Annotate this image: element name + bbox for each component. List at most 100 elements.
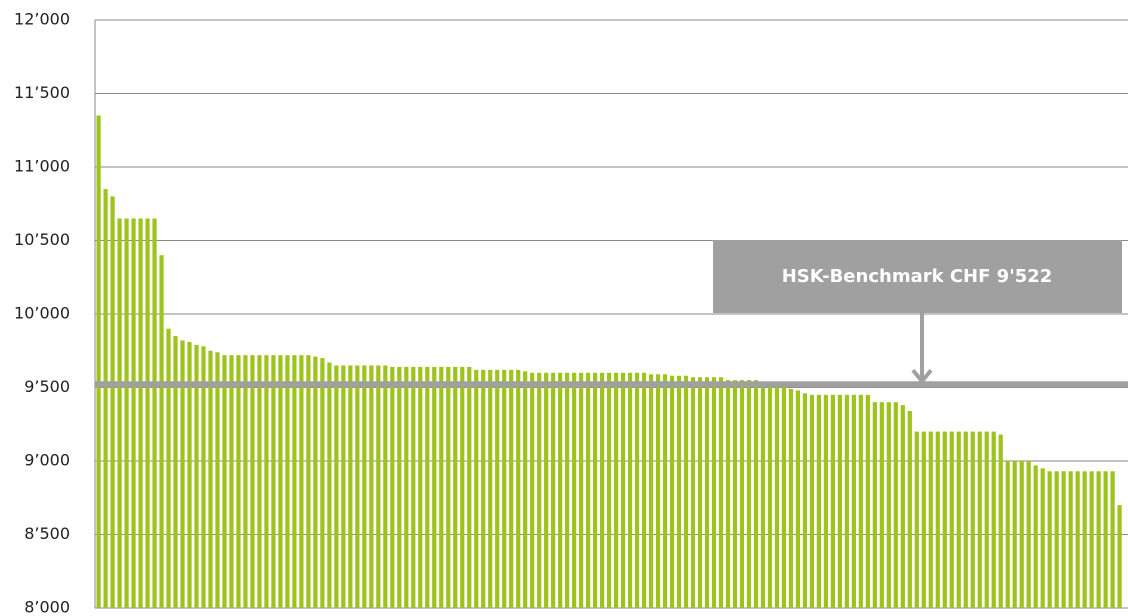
bar xyxy=(439,366,444,608)
bar xyxy=(1068,471,1073,608)
bar xyxy=(872,402,877,608)
bar xyxy=(977,431,982,608)
bar xyxy=(998,434,1003,608)
bar xyxy=(879,402,884,608)
bar xyxy=(383,365,388,608)
bar xyxy=(942,431,947,608)
bar xyxy=(453,366,458,608)
bar xyxy=(816,394,821,608)
bar xyxy=(732,380,738,608)
bar xyxy=(495,369,500,608)
bar xyxy=(963,431,968,608)
bar xyxy=(970,431,975,608)
bar xyxy=(900,405,905,608)
bar xyxy=(851,394,856,608)
bar xyxy=(341,365,346,608)
bar xyxy=(404,366,409,608)
bar xyxy=(292,355,297,608)
y-tick-label: 9’500 xyxy=(24,377,70,396)
bar xyxy=(145,218,150,608)
bar xyxy=(718,377,724,608)
bar xyxy=(516,369,521,608)
bar xyxy=(676,375,682,608)
bar xyxy=(348,365,353,608)
bar xyxy=(131,218,136,608)
bar xyxy=(893,402,898,608)
bar xyxy=(187,341,192,608)
bar xyxy=(935,431,940,608)
bar xyxy=(173,336,178,608)
bar xyxy=(907,411,912,608)
bar xyxy=(152,218,157,608)
bar xyxy=(600,372,605,608)
bar xyxy=(488,369,493,608)
bar xyxy=(376,365,381,608)
bar xyxy=(774,381,780,608)
bar xyxy=(1061,471,1066,608)
bar xyxy=(278,355,283,608)
bar xyxy=(558,372,563,608)
bar xyxy=(369,365,374,608)
bar xyxy=(117,218,122,608)
bar xyxy=(390,366,395,608)
bar xyxy=(502,369,507,608)
bar xyxy=(229,355,234,608)
bar xyxy=(844,394,849,608)
bar xyxy=(1089,471,1094,608)
bar xyxy=(669,375,675,608)
y-tick-label: 10’500 xyxy=(14,230,70,249)
bar xyxy=(432,366,437,608)
bar xyxy=(1096,471,1101,608)
bar xyxy=(467,366,472,608)
bar xyxy=(914,431,919,608)
benchmark-box xyxy=(713,240,1122,313)
benchmark-arrowhead xyxy=(911,368,933,385)
bar xyxy=(103,189,108,609)
bar xyxy=(1110,471,1115,608)
bar xyxy=(956,431,961,608)
bar xyxy=(886,402,891,608)
bar xyxy=(215,352,220,608)
bar xyxy=(613,372,619,608)
bar xyxy=(949,431,954,608)
bar xyxy=(1103,471,1108,608)
bar xyxy=(509,369,514,608)
bar xyxy=(180,340,185,608)
bar xyxy=(474,369,479,608)
bar xyxy=(795,390,801,608)
bar xyxy=(397,366,402,608)
bar xyxy=(250,355,255,608)
y-tick-label: 11’000 xyxy=(14,157,70,176)
bar xyxy=(683,375,689,608)
bar xyxy=(362,365,367,608)
bar xyxy=(781,381,787,608)
bar xyxy=(725,380,731,608)
bar xyxy=(460,366,465,608)
bar xyxy=(355,365,360,608)
bar xyxy=(1026,461,1031,608)
y-tick-label: 8’500 xyxy=(24,524,70,543)
bar xyxy=(1033,465,1038,608)
bar xyxy=(1012,461,1017,608)
bar xyxy=(96,115,101,609)
bar xyxy=(418,366,423,608)
bar xyxy=(593,372,598,608)
y-tick-label: 12’000 xyxy=(14,10,70,29)
bar xyxy=(1019,461,1024,608)
bar xyxy=(607,372,612,608)
bar xyxy=(236,355,241,608)
y-tick-label: 9’000 xyxy=(24,451,70,470)
bar xyxy=(921,431,926,608)
y-tick-label: 10’000 xyxy=(14,304,70,323)
y-tick-label: 8’000 xyxy=(24,598,70,616)
bar xyxy=(809,394,815,608)
bar xyxy=(523,371,528,608)
bar xyxy=(1082,471,1087,608)
bar xyxy=(984,431,989,608)
bar xyxy=(655,374,661,608)
bar xyxy=(739,380,745,608)
bar xyxy=(208,350,213,608)
bar xyxy=(991,431,996,608)
bar xyxy=(446,366,451,608)
bar xyxy=(704,377,710,608)
